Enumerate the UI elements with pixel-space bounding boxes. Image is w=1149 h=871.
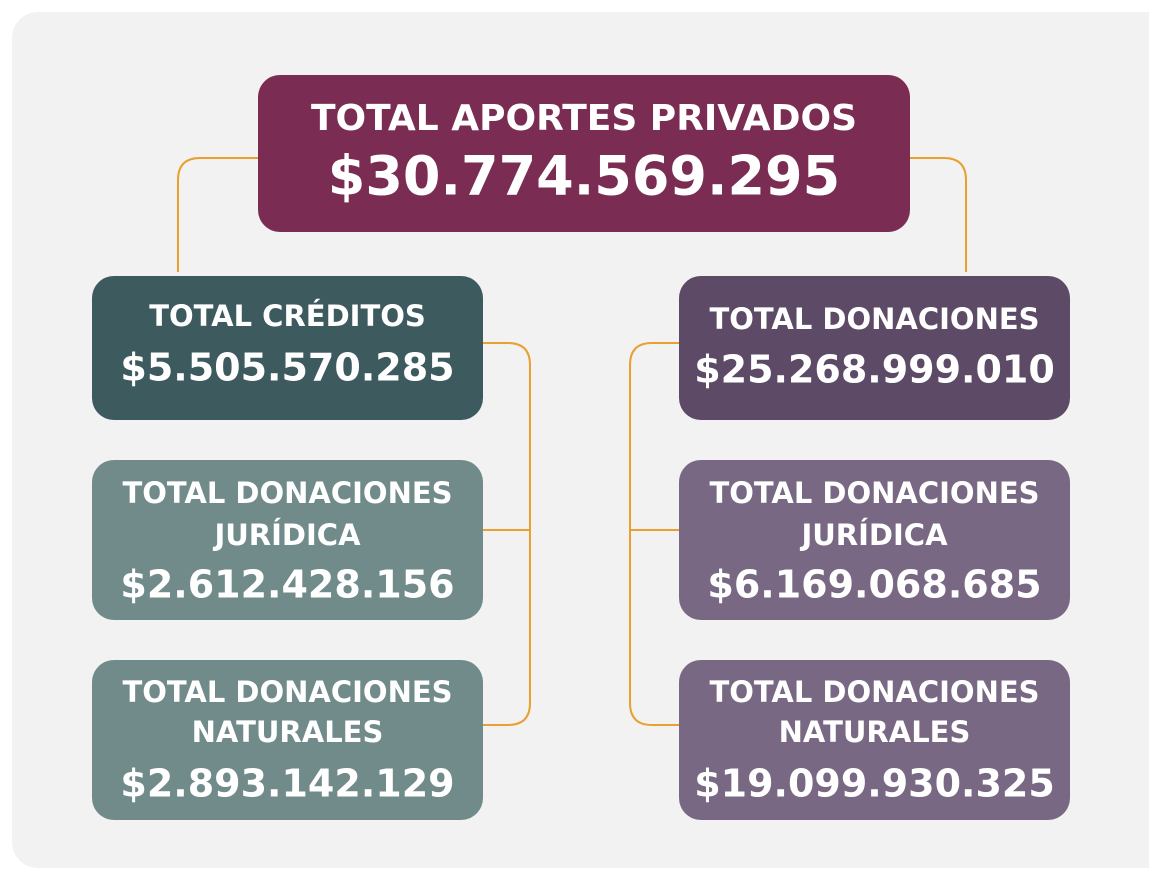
node-label: TOTAL DONACIONES: [709, 302, 1039, 336]
connector: [629, 342, 679, 726]
connector: [177, 157, 258, 272]
node-box: [92, 276, 483, 420]
node-box: [679, 276, 1070, 420]
node-label: TOTAL CRÉDITOS: [149, 299, 426, 333]
node-label: NATURALES: [779, 715, 971, 749]
node-value: $19.099.930.325: [694, 762, 1055, 806]
node-box: [258, 75, 910, 232]
node-box: [92, 460, 483, 620]
node-label: TOTAL DONACIONES: [122, 476, 452, 510]
node-box: [679, 460, 1070, 620]
node-value: $5.505.570.285: [120, 346, 454, 390]
node-label: JURÍDICA: [212, 518, 361, 552]
connector: [910, 157, 967, 272]
node-value: $6.169.068.685: [707, 563, 1041, 607]
connector: [483, 342, 531, 726]
node-label: NATURALES: [192, 715, 384, 749]
node-label: JURÍDICA: [799, 518, 948, 552]
node-label: TOTAL DONACIONES: [709, 476, 1039, 510]
node-value: $30.774.569.295: [328, 145, 840, 208]
node-label: TOTAL APORTES PRIVADOS: [311, 98, 857, 139]
node-box: [92, 660, 483, 820]
node-value: $2.612.428.156: [120, 563, 454, 607]
node-label: TOTAL DONACIONES: [709, 675, 1039, 709]
node-value: $25.268.999.010: [694, 348, 1055, 392]
node-label: TOTAL DONACIONES: [122, 675, 452, 709]
node-value: $2.893.142.129: [120, 762, 454, 806]
nodes: TOTAL APORTES PRIVADOS $30.774.569.295 TOT…: [92, 75, 1070, 820]
node-box: [679, 660, 1070, 820]
